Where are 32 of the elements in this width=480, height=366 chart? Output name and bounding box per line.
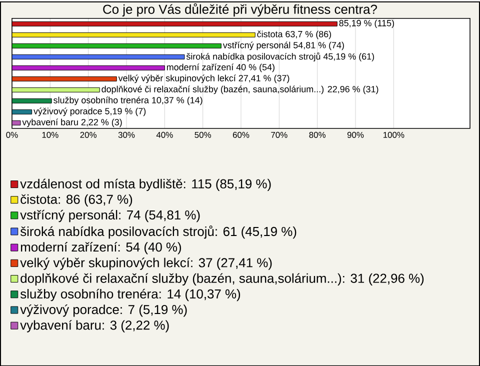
legend-label: výživový poradce: 7 (5,19 %) (20, 304, 187, 317)
x-tick-label: 20% (80, 132, 97, 138)
x-tick-label: 50% (194, 132, 212, 138)
x-tick-label: 40% (156, 132, 173, 138)
legend-label: vstřícný personál: 74 (54,81 %) (20, 210, 200, 222)
legend-label: čistota: 86 (63,7 %) (20, 194, 132, 206)
x-tick-label: 80% (309, 132, 326, 138)
legend-label: moderní zařízení: 54 (40 %) (20, 242, 182, 254)
x-tick-label: 100% (383, 132, 404, 138)
legend-label: doplňkové či relaxační služby (bazén, sauna,solárium...): 31 (22,96 %) (20, 273, 424, 286)
x-tick-label: 70% (271, 132, 288, 138)
data-label: široká nabídka posilovacích strojů 45,19 % (61) (186, 52, 374, 62)
x-tick-label: 0% (6, 132, 18, 138)
x-tick-label: 30% (118, 132, 135, 138)
legend-label: velký výběr skupinových lekcí: 37 (27,41 %) (20, 257, 272, 270)
data-label: výživový poradce 5,19 % (7) (34, 107, 146, 116)
data-label: velký výběr skupinových lekcí 27,41 % (37) (118, 74, 290, 83)
data-label: služby osobního trenéra 10,37 % (14) (54, 96, 202, 105)
legend-label: vzdálenost od místa bydliště: 115 (85,19 %) (20, 178, 271, 191)
data-label: moderní zařízení 40 % (54) (166, 63, 274, 72)
data-label: vybavení baru 2,22 % (3) (22, 118, 122, 127)
x-tick-label: 10% (42, 132, 58, 138)
data-label: čistota 63,7 % (86) (257, 30, 332, 39)
legend-label: vybavení baru: 3 (2,22 %) (20, 320, 169, 332)
chart-title: Co je pro Vás důležité při výběru fitness centra? (103, 3, 377, 16)
legend-label: široká nabídka posilovacích strojů: 61 (45,19 %) (20, 225, 296, 238)
data-label: vstřícný personál 54,81 % (74) (222, 41, 344, 50)
legend-label: služby osobního trenéra: 14 (10,37 %) (20, 288, 240, 301)
data-label: doplňkové či relaxační služby (bazén, sauna,solárium...) 22,96 % (31) (102, 85, 378, 94)
data-label: 85,19 % (115) (339, 20, 394, 28)
x-tick-label: 90% (347, 132, 364, 138)
x-tick-label: 60% (232, 132, 250, 138)
